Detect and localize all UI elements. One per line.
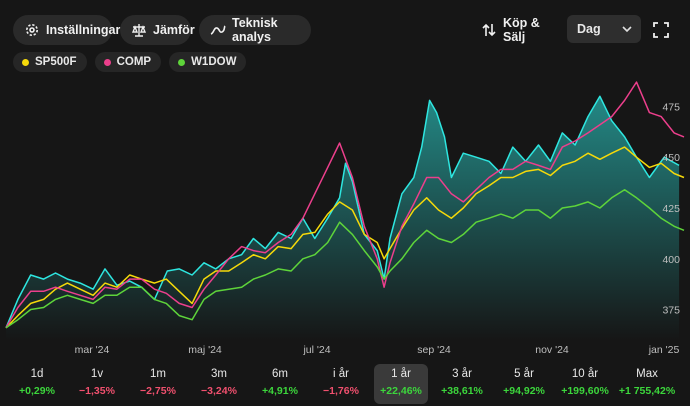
period-change: +199,60% xyxy=(561,385,609,397)
x-tick-label: nov '24 xyxy=(535,344,569,356)
interval-value: Dag xyxy=(577,22,601,36)
period-change: +38,61% xyxy=(441,385,483,397)
y-tick-label: 450 xyxy=(662,152,680,164)
period-1d[interactable]: 1d +0,29% xyxy=(10,364,64,404)
legend-chip-comp[interactable]: COMP xyxy=(94,52,162,72)
legend-chip-sp500f[interactable]: SP500F xyxy=(13,52,87,72)
period-label: i år xyxy=(333,368,349,380)
period-6m[interactable]: 6m +4,91% xyxy=(253,364,307,404)
series-area xyxy=(6,96,680,340)
gear-icon xyxy=(26,24,38,36)
period-label: 1 år xyxy=(391,368,411,380)
technical-analysis-button[interactable]: Teknisk analys xyxy=(199,15,311,45)
price-chart[interactable]: 375 400 425 450 475 mar '24 maj '24 jul '24 sep… xyxy=(0,76,690,362)
x-tick-label: mar '24 xyxy=(75,344,110,356)
period-change: +1 755,42% xyxy=(618,385,676,397)
settings-button[interactable]: Inställningar xyxy=(13,15,120,45)
x-tick-label: jul '24 xyxy=(302,344,330,356)
period-1-år[interactable]: 1 år +22,46% xyxy=(374,364,428,404)
period-Max[interactable]: Max +1 755,42% xyxy=(616,364,678,404)
period-label: 1m xyxy=(150,368,166,380)
period-1m[interactable]: 1m −2,75% xyxy=(131,364,185,404)
legend-dot xyxy=(22,58,29,66)
legend-label: W1DOW xyxy=(191,56,237,68)
buy-sell-label: Köp & Sälj xyxy=(503,16,540,44)
period-label: 1v xyxy=(90,368,104,380)
period-label: 3 år xyxy=(452,368,472,380)
period-change: −1,35% xyxy=(79,385,115,397)
y-tick-label: 475 xyxy=(662,101,680,113)
y-tick-label: 375 xyxy=(662,305,680,317)
period-change: −1,76% xyxy=(323,385,359,397)
period-label: 1d xyxy=(30,368,44,380)
legend-dot xyxy=(103,58,111,66)
x-tick-label: maj '24 xyxy=(188,344,222,356)
series-line-sp500f xyxy=(5,146,685,329)
interval-select[interactable]: Dag xyxy=(567,15,641,43)
legend-dot xyxy=(178,58,186,66)
period-change: −3,24% xyxy=(201,385,237,397)
period-3-år[interactable]: 3 år +38,61% xyxy=(435,364,489,404)
series-line-comp xyxy=(5,81,685,329)
fullscreen-button[interactable] xyxy=(647,16,675,44)
period-label: 6m xyxy=(272,368,288,380)
compare-label: Jämför xyxy=(153,23,195,37)
period-i-år[interactable]: i år −1,76% xyxy=(314,364,368,404)
period-label: Max xyxy=(636,368,658,380)
x-tick-label: jan '25 xyxy=(648,344,680,356)
scale-icon xyxy=(131,24,147,37)
legend: SP500F COMP W1DOW xyxy=(13,52,247,72)
y-tick-label: 400 xyxy=(662,254,680,266)
period-change: +22,46% xyxy=(380,385,422,397)
trend-line-icon xyxy=(210,25,226,35)
legend-label: COMP xyxy=(116,56,152,68)
period-5-år[interactable]: 5 år +94,92% xyxy=(497,364,551,404)
period-label: 10 år xyxy=(571,368,599,380)
swap-arrows-icon xyxy=(482,23,496,37)
legend-label: SP500F xyxy=(35,56,77,68)
period-change: −2,75% xyxy=(140,385,176,397)
chevron-down-icon xyxy=(622,26,632,33)
buy-sell-button[interactable]: Köp & Sälj xyxy=(471,15,559,45)
period-change: +94,92% xyxy=(503,385,545,397)
x-tick-label: sep '24 xyxy=(417,344,451,356)
y-tick-label: 425 xyxy=(662,203,680,215)
period-selector: 1d +0,29% 1v −1,35% 1m −2,75% 3m −3,24% 6m +4,91%… xyxy=(0,364,690,406)
period-label: 3m xyxy=(211,368,227,380)
period-10-år[interactable]: 10 år +199,60% xyxy=(558,364,612,404)
compare-button[interactable]: Jämför xyxy=(120,15,195,45)
period-change: +4,91% xyxy=(262,385,298,397)
settings-label: Inställningar xyxy=(46,23,121,37)
series-line-w1dow xyxy=(5,188,685,329)
period-1v[interactable]: 1v −1,35% xyxy=(70,364,124,404)
period-change: +0,29% xyxy=(19,385,55,397)
legend-chip-w1dow[interactable]: W1DOW xyxy=(169,52,247,72)
period-3m[interactable]: 3m −3,24% xyxy=(192,364,246,404)
technical-analysis-label: Teknisk analys xyxy=(232,16,278,44)
toolbar: Inställningar Jämför Teknisk analys Köp … xyxy=(0,0,690,46)
period-label: 5 år xyxy=(514,368,534,380)
fullscreen-icon xyxy=(653,22,669,38)
